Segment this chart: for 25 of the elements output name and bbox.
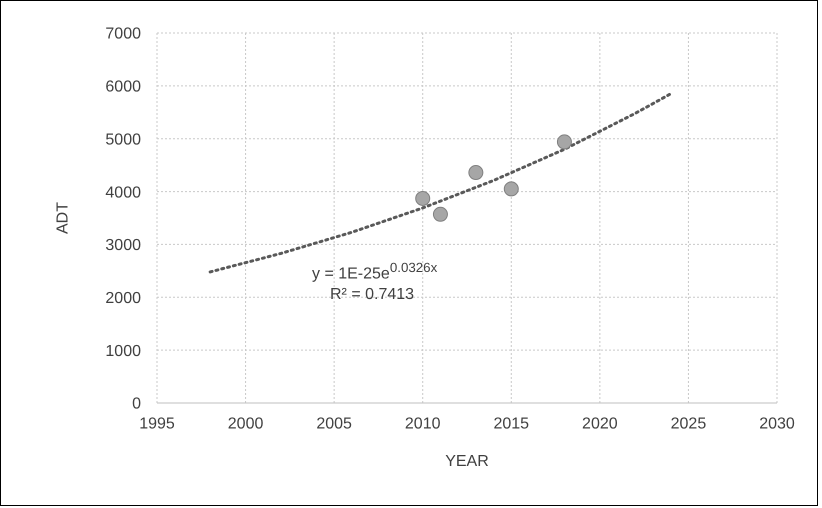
x-tick-label: 2000 xyxy=(228,415,264,432)
y-tick-label: 3000 xyxy=(105,237,142,254)
y-tick-label: 2000 xyxy=(105,290,142,307)
annotation: y = 1E-25e$^{0.0326x}$ xyxy=(312,260,438,284)
annotation: R² = 0.7413 xyxy=(330,286,414,304)
point xyxy=(504,181,519,196)
x-tick-label: 2005 xyxy=(316,415,352,432)
x-tick-label: 1995 xyxy=(139,415,175,432)
y-tick-label: 0 xyxy=(132,396,142,413)
point xyxy=(468,165,484,180)
y-tick-label: 4000 xyxy=(105,184,142,202)
point xyxy=(556,134,572,150)
x-tick-label: 2025 xyxy=(670,415,706,432)
y-axis-title: ADT xyxy=(54,202,72,234)
x-axis-title: YEAR xyxy=(445,453,489,470)
x-tick-label: 2010 xyxy=(404,415,441,432)
y-tick-label: 6000 xyxy=(105,78,142,96)
point xyxy=(432,206,448,222)
y-tick-label: 7000 xyxy=(105,26,142,43)
x-tick-label: 2020 xyxy=(582,415,618,432)
y-tick-label: 5000 xyxy=(105,131,142,148)
x-tick-label: 2030 xyxy=(759,415,795,432)
y-tick-label: 1000 xyxy=(105,342,142,360)
point xyxy=(415,190,430,206)
x-tick-label: 2015 xyxy=(493,415,530,432)
